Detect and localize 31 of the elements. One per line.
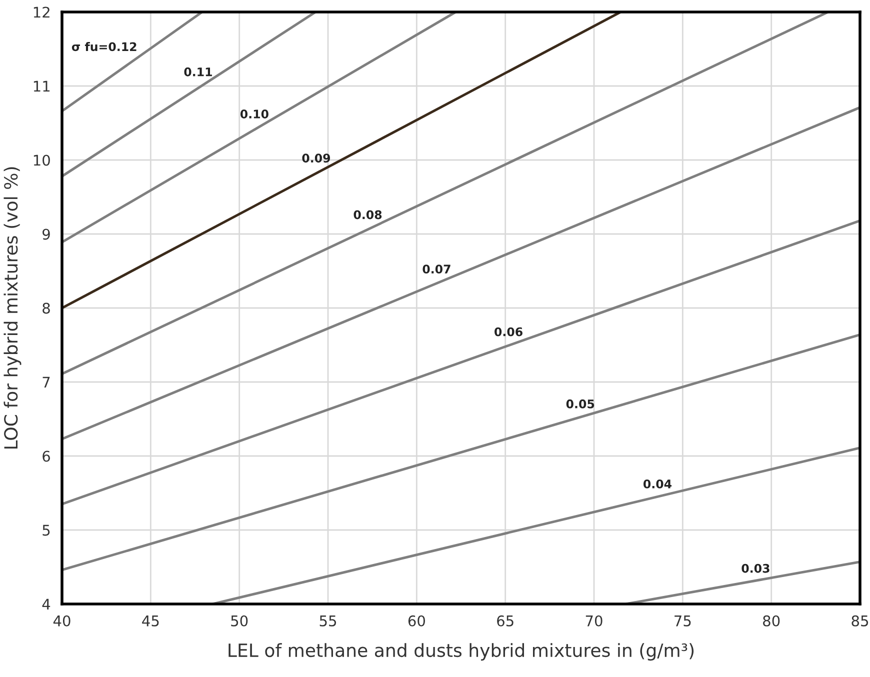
y-tick-label: 6 bbox=[42, 450, 50, 462]
series-label: 0.09 bbox=[302, 154, 330, 163]
x-tick-label: 45 bbox=[142, 616, 159, 626]
x-tick-label: 55 bbox=[320, 616, 336, 626]
series-label: 0.08 bbox=[354, 210, 382, 220]
x-tick-label: 50 bbox=[231, 615, 248, 626]
series-label: 0.03 bbox=[742, 564, 770, 573]
y-axis-title: LOC for hybrid mixtures (vol %) bbox=[4, 167, 22, 449]
series-label: 0.06 bbox=[494, 327, 522, 336]
series-label: 0.04 bbox=[643, 479, 672, 488]
series-label: 0.11 bbox=[184, 67, 212, 76]
x-tick-label: 80 bbox=[763, 615, 780, 626]
x-tick-label: 75 bbox=[674, 616, 691, 626]
x-axis-title: LEL of methane and dusts hybrid mixtures in (g/m³) bbox=[228, 643, 694, 661]
x-tick-label: 85 bbox=[852, 615, 868, 626]
series-label: 0.07 bbox=[422, 264, 450, 274]
x-tick-label: 40 bbox=[53, 615, 70, 626]
y-tick-label: 10 bbox=[34, 154, 50, 166]
series-label: 0.10 bbox=[240, 110, 268, 118]
x-tick-label: 70 bbox=[586, 615, 602, 626]
y-tick-label: 12 bbox=[34, 6, 50, 18]
y-tick-label: 11 bbox=[34, 80, 50, 92]
y-tick-label: 7 bbox=[42, 376, 50, 388]
x-tick-label: 65 bbox=[497, 615, 514, 626]
series-label: 0.05 bbox=[566, 399, 594, 408]
y-tick-label: 4 bbox=[42, 598, 50, 610]
y-tick-label: 5 bbox=[42, 524, 50, 536]
series-label: σ fu=0.12 bbox=[72, 42, 136, 52]
x-tick-label: 60 bbox=[408, 615, 425, 626]
y-tick-label: 8 bbox=[42, 302, 50, 314]
y-tick-label: 9 bbox=[42, 228, 50, 240]
